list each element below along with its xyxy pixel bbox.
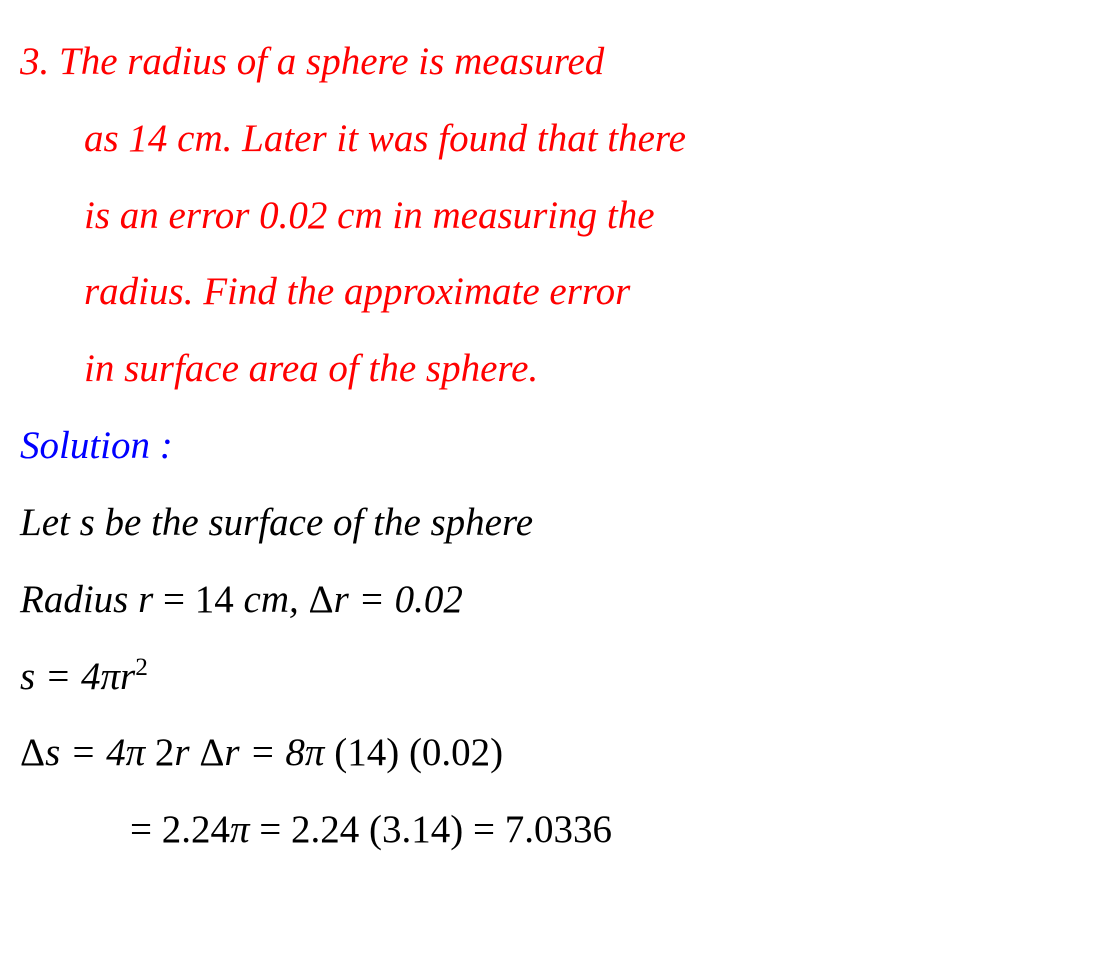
solution-text-3b: r — [120, 655, 135, 698]
solution-delta-3: Δ — [199, 731, 224, 774]
problem-line-5: in surface area of the sphere. — [20, 331, 1078, 408]
problem-text-1: The radius of a sphere is measured — [59, 40, 604, 83]
solution-text-3a: s = 4 — [20, 655, 101, 698]
solution-text-5a: = 2.24 — [130, 808, 230, 851]
solution-delta-1: Δ — [309, 578, 334, 621]
problem-text-3: is an error 0.02 cm in measuring the — [84, 194, 655, 237]
solution-line-4: Δs = 4π 2r Δr = 8π (14) (0.02) — [20, 715, 1078, 792]
solution-text-2a: Radius r — [20, 578, 163, 621]
solution-text-2b: = 14 — [163, 578, 244, 621]
problem-line-2: as 14 cm. Later it was found that there — [20, 101, 1078, 178]
solution-text-4a: s = 4 — [45, 731, 126, 774]
solution-text-4mid: 2 — [155, 731, 175, 774]
problem-text-5: in surface area of the sphere. — [84, 347, 538, 390]
solution-text-1: Let s be the surface of the sphere — [20, 501, 533, 544]
solution-line-1: Let s be the surface of the sphere — [20, 485, 1078, 562]
solution-text-2d: r = 0.02 — [334, 578, 463, 621]
solution-pi-4: π — [230, 808, 259, 851]
solution-line-5: = 2.24π = 2.24 (3.14) = 7.0336 — [20, 792, 1078, 869]
problem-text-4: radius. Find the approximate error — [84, 270, 630, 313]
solution-line-3: s = 4πr2 — [20, 639, 1078, 716]
solution-header-text: Solution : — [20, 424, 173, 467]
solution-text-4c: (14) (0.02) — [334, 731, 503, 774]
problem-text-2: as 14 cm. Later it was found that there — [84, 117, 686, 160]
solution-pi-1: π — [101, 655, 121, 698]
problem-line-4: radius. Find the approximate error — [20, 254, 1078, 331]
solution-text-4b: r = 8 — [224, 731, 305, 774]
solution-text-4r: r — [174, 731, 199, 774]
solution-exponent: 2 — [135, 653, 148, 681]
problem-line-1: 3. The radius of a sphere is measured — [20, 24, 1078, 101]
problem-line-3: is an error 0.02 cm in measuring the — [20, 178, 1078, 255]
solution-text-5b: = 2.24 (3.14) = 7.0336 — [259, 808, 612, 851]
solution-pi-2: π — [126, 731, 155, 774]
problem-number: 3. — [20, 40, 59, 83]
solution-text-2c: cm, — [244, 578, 309, 621]
solution-pi-3: π — [305, 731, 334, 774]
solution-line-2: Radius r = 14 cm, Δr = 0.02 — [20, 562, 1078, 639]
solution-delta-2: Δ — [20, 731, 45, 774]
solution-header: Solution : — [20, 408, 1078, 485]
